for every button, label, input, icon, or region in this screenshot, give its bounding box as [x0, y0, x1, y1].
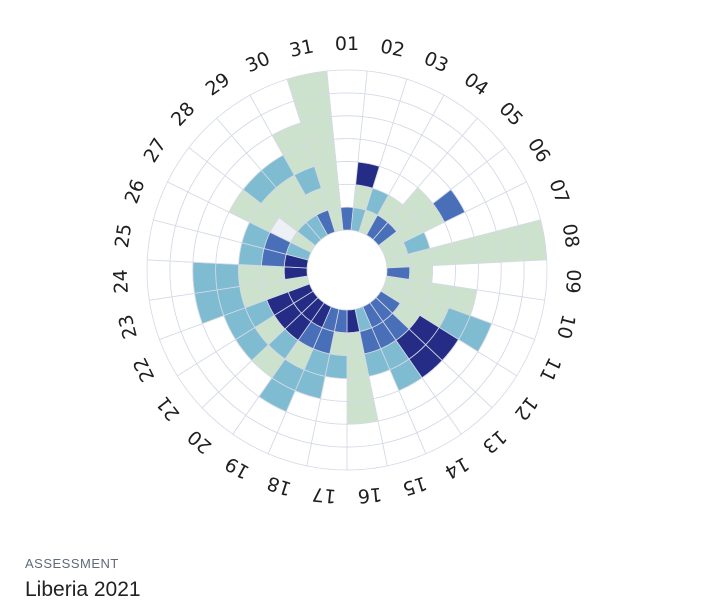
- day-label: 30: [242, 47, 273, 77]
- day-label: 11: [535, 354, 565, 385]
- day-label: 25: [111, 222, 136, 249]
- day-label: 14: [441, 452, 473, 483]
- day-label: 12: [510, 392, 542, 425]
- day-label: 22: [129, 354, 159, 385]
- heatmap-cell: [346, 398, 379, 425]
- day-label: 31: [287, 35, 315, 61]
- day-label: 03: [421, 47, 452, 77]
- day-label: 16: [357, 483, 383, 507]
- day-label: 29: [202, 69, 234, 101]
- heatmap-cell: [346, 443, 388, 471]
- day-label: 09: [561, 269, 584, 294]
- day-label: 26: [121, 176, 150, 206]
- day-label: 18: [265, 472, 295, 500]
- day-label: 04: [460, 69, 492, 101]
- day-label: 08: [558, 222, 583, 249]
- day-label: 17: [311, 483, 337, 507]
- day-label: 15: [400, 472, 430, 500]
- day-label: 23: [115, 312, 142, 341]
- heatmap-cell: [169, 260, 195, 298]
- heatmap-cell: [286, 70, 330, 102]
- heatmap-cell: [306, 443, 348, 471]
- day-label: 02: [378, 35, 406, 61]
- day-label: 27: [139, 134, 170, 166]
- day-label: 07: [544, 176, 573, 206]
- heatmap-cell: [328, 92, 366, 117]
- heatmap-cell: [499, 260, 525, 298]
- heatmap-cell: [521, 259, 548, 301]
- day-label: 28: [167, 98, 200, 131]
- heatmap-cell: [326, 69, 368, 95]
- heatmap-cell: [335, 161, 359, 186]
- heatmap-cell: [310, 420, 348, 448]
- heatmap-cell: [337, 183, 357, 208]
- heatmap-cell: [192, 261, 218, 294]
- heatmap-cell: [346, 420, 384, 448]
- day-label: 21: [152, 392, 184, 425]
- heatmap-cell: [333, 138, 361, 163]
- day-label: 19: [221, 452, 253, 483]
- day-label: 24: [110, 269, 133, 294]
- day-label: 10: [552, 312, 579, 341]
- heatmap-cell: [260, 265, 286, 284]
- day-label: 13: [478, 425, 511, 457]
- day-label: 01: [335, 33, 359, 55]
- heatmap-cell: [315, 398, 348, 425]
- heatmap-cell: [346, 375, 374, 402]
- heatmap-cell: [146, 259, 173, 301]
- day-label: 05: [494, 98, 527, 131]
- heatmap-cell: [473, 230, 502, 264]
- card-title: Liberia 2021: [25, 578, 141, 601]
- heatmap-cell: [476, 261, 502, 294]
- card-eyebrow: ASSESSMENT: [25, 556, 119, 571]
- heatmap-cell: [330, 115, 364, 140]
- heatmap-cells: [146, 69, 548, 471]
- heatmap-cell: [453, 262, 479, 291]
- day-label: 20: [183, 425, 216, 457]
- heatmap-cell: [215, 262, 241, 291]
- day-label: 06: [523, 134, 554, 166]
- heatmap-cell: [238, 264, 263, 287]
